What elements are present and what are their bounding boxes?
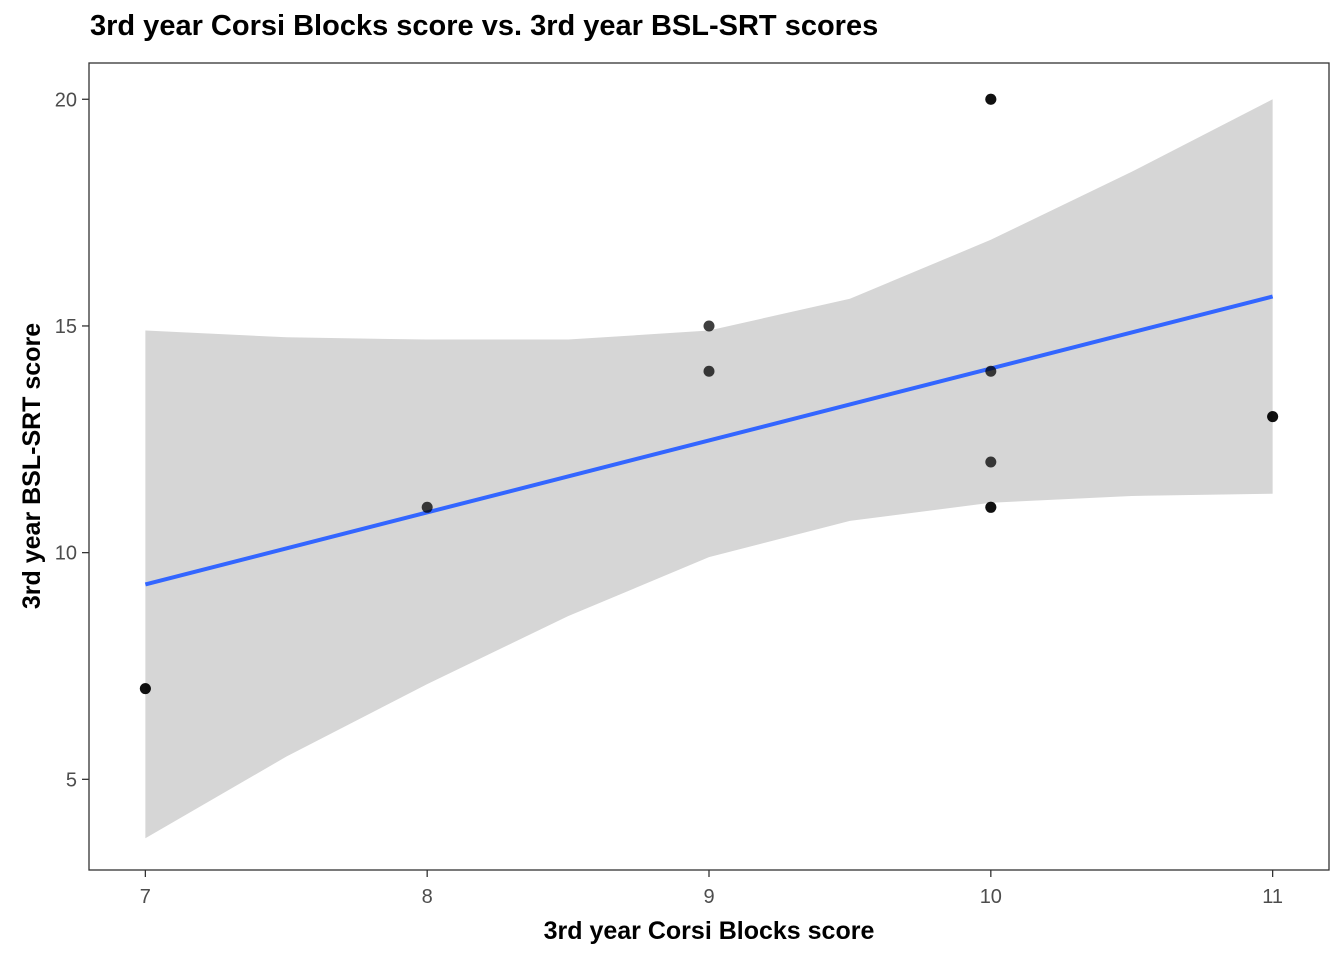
data-point (421, 501, 433, 513)
data-point (703, 365, 715, 377)
x-tick-label: 8 (422, 886, 433, 908)
confidence-band (145, 99, 1273, 839)
data-point (985, 501, 997, 513)
regression-line (144, 294, 1274, 587)
confidence-band-layer (145, 99, 1273, 839)
x-tick-label: 7 (140, 886, 151, 908)
x-tick-label: 11 (1262, 886, 1283, 908)
regression-line-layer (144, 294, 1274, 587)
data-points-layer (139, 93, 1279, 695)
x-axis-ticks: 7 8 9 10 11 (140, 870, 1283, 908)
data-point (985, 456, 997, 468)
y-tick-label: 15 (55, 316, 77, 338)
data-point (985, 365, 997, 377)
data-point (1267, 411, 1279, 423)
y-tick-label: 5 (66, 769, 77, 791)
y-axis-title: 3rd year BSL-SRT score (18, 323, 46, 609)
x-axis-title: 3rd year Corsi Blocks score (544, 917, 875, 945)
data-point (139, 683, 151, 695)
data-point (703, 320, 715, 332)
y-axis-ticks: 5 10 15 20 (55, 89, 89, 791)
x-tick-label: 9 (703, 886, 714, 908)
y-tick-label: 10 (55, 543, 77, 565)
x-tick-label: 10 (980, 886, 1002, 908)
data-point (985, 93, 997, 105)
chart-title: 3rd year Corsi Blocks score vs. 3rd year… (90, 10, 879, 42)
y-tick-label: 20 (55, 89, 77, 111)
